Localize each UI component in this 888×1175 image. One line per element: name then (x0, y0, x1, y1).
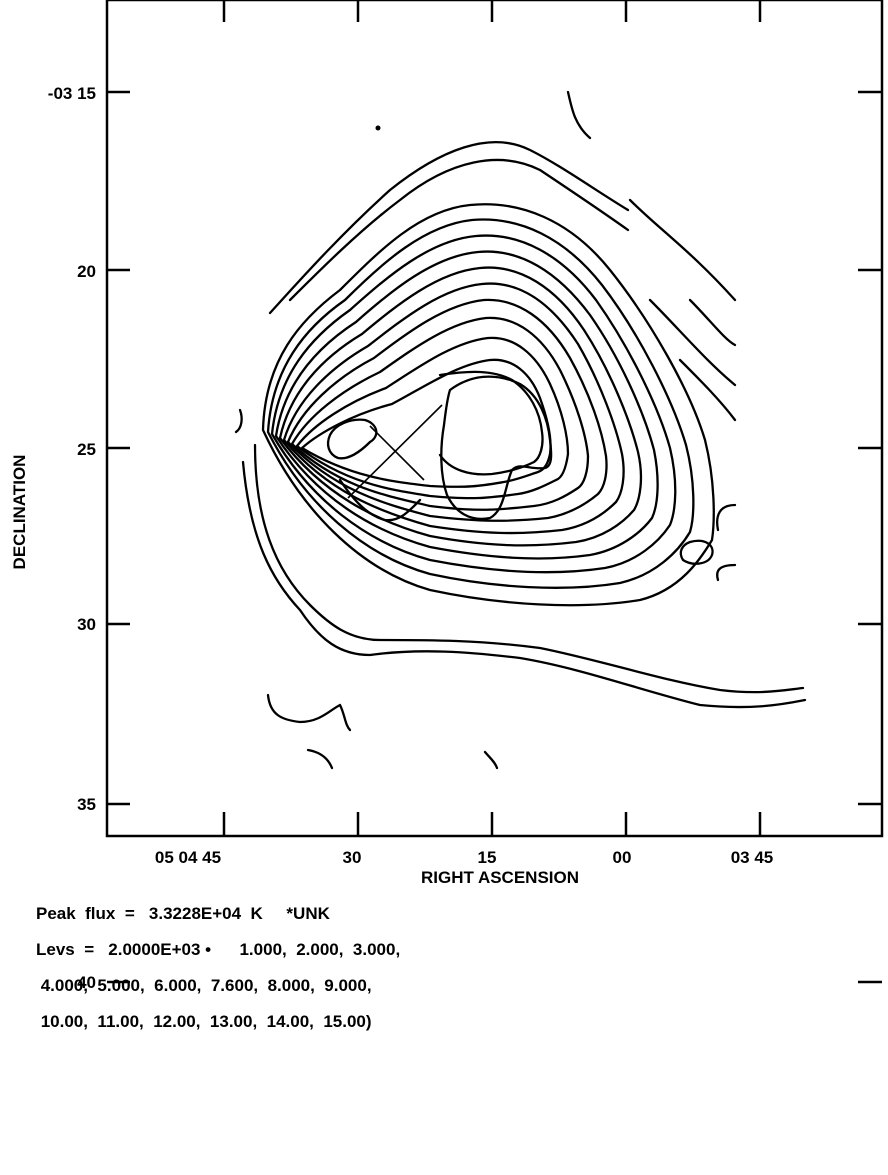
peak-marker (347, 404, 443, 499)
contour-line (326, 418, 378, 460)
y-axis-title: DECLINATION (10, 455, 29, 570)
contour-line (290, 316, 590, 511)
contour-line (282, 282, 625, 535)
peak-flux-text: Peak flux = 3.3228E+04 K *UNK (36, 904, 330, 923)
y-tick-label: 35 (77, 795, 96, 814)
levels-text: 10.00, 11.00, 12.00, 13.00, 14.00, 15.00… (36, 1012, 372, 1031)
x-tick-labels: 05 04 45 30 15 00 03 45 (155, 848, 773, 867)
y-tick-label: 20 (77, 262, 96, 281)
contour-line (679, 539, 714, 565)
x-tick-label: 00 (613, 848, 632, 867)
contour-line (288, 158, 630, 302)
levels-text: 4.000, 5.000, 6.000, 7.600, 8.000, 9.000… (36, 976, 372, 995)
y-tick-labels: -03 15 20 25 30 35 40 (48, 84, 96, 992)
contour-line (295, 336, 570, 500)
contour-line (716, 563, 737, 582)
x-tick-label: 03 45 (731, 848, 774, 867)
y-tick-label: 40 (77, 973, 96, 992)
contour-line (274, 250, 659, 560)
contour-line (266, 218, 695, 589)
levels-text: Levs = 2.0000E+03 • 1.000, 2.000, 3.000, (36, 940, 401, 959)
contour-lines (234, 90, 807, 770)
contour-line (286, 298, 608, 522)
contour-line (234, 408, 243, 434)
contour-line (678, 358, 737, 422)
stray-dot (375, 125, 381, 131)
contour-line (438, 370, 544, 476)
peak-marker-arm (369, 425, 425, 481)
contour-line (241, 460, 807, 709)
contour-line (440, 375, 553, 521)
contour-line (628, 198, 737, 302)
contour-line (270, 234, 677, 574)
x-tick-label: 05 04 45 (155, 848, 221, 867)
contour-line (716, 503, 737, 532)
contour-line (306, 748, 334, 770)
contour-line (268, 141, 630, 315)
y-tick-label: -03 15 (48, 84, 96, 103)
plot-frame (105, 0, 884, 838)
contour-line (648, 298, 737, 387)
contour-line (278, 266, 643, 547)
x-axis-title: RIGHT ASCENSION (421, 868, 579, 887)
axis-ticks (107, 0, 882, 984)
contour-line (566, 90, 592, 140)
y-tick-label: 25 (77, 440, 96, 459)
x-tick-label: 30 (343, 848, 362, 867)
y-tick-label: 30 (77, 615, 96, 634)
x-tick-label: 15 (478, 848, 497, 867)
contour-line (266, 693, 352, 732)
contour-line (688, 298, 737, 347)
contour-line (253, 443, 805, 694)
contour-line (338, 478, 422, 522)
plot-footer: Peak flux = 3.3228E+04 K *UNK Levs = 2.0… (36, 887, 400, 1049)
contour-line (483, 750, 499, 770)
contour-line (261, 203, 715, 607)
